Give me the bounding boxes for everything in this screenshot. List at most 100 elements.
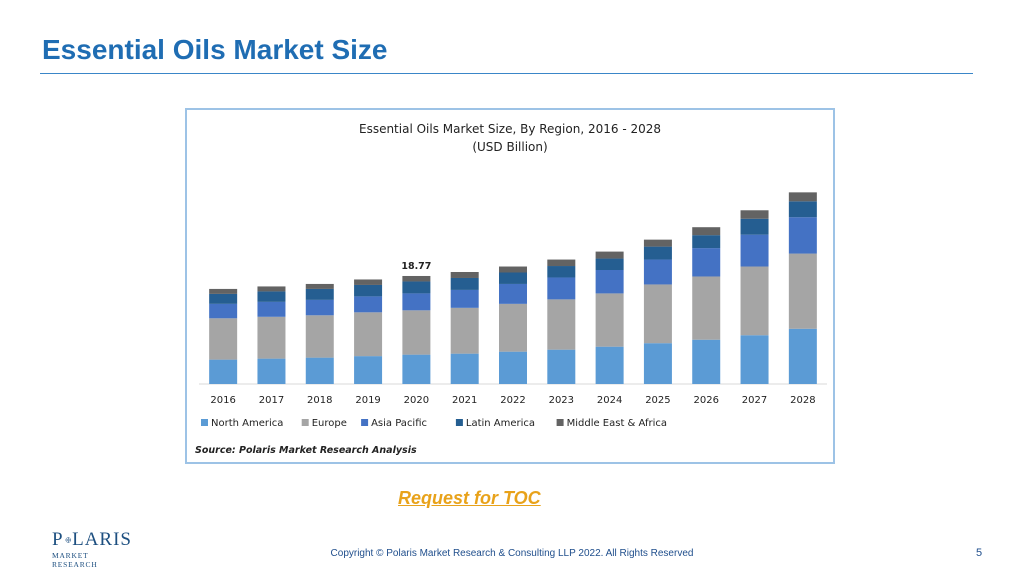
bar-segment-2025-north-america <box>643 343 672 384</box>
logo-letters-laris: LARIS <box>72 529 132 550</box>
bar-segment-2016-europe <box>209 318 238 360</box>
x-tick-label-2024: 2024 <box>597 395 622 406</box>
legend-label-europe: Europe <box>312 418 347 429</box>
bar-segment-2019-europe <box>354 312 383 357</box>
x-tick-label-2018: 2018 <box>307 395 332 406</box>
bar-segment-2022-asia-pacific <box>499 283 527 304</box>
x-tick-label-2027: 2027 <box>742 395 767 406</box>
bar-segment-2017-asia-pacific <box>257 301 286 317</box>
bar-segment-2028-europe <box>788 253 817 329</box>
bar-segment-2025-middle-east-africa <box>643 239 672 247</box>
bar-segment-2021-latin-america <box>450 277 479 290</box>
bar-segment-2016-north-america <box>209 359 238 384</box>
chart-frame: Essential Oils Market Size, By Region, 2… <box>185 108 835 464</box>
copyright-notice: Copyright © Polaris Market Research & Co… <box>330 548 694 559</box>
bar-segment-2016-asia-pacific <box>209 303 238 319</box>
x-tick-label-2023: 2023 <box>549 395 574 406</box>
legend-swatch-europe <box>301 419 309 426</box>
bar-segment-2022-north-america <box>499 351 527 384</box>
bar-segment-2021-asia-pacific <box>450 289 479 308</box>
bar-segment-2026-asia-pacific <box>692 248 721 277</box>
bar-segment-2019-middle-east-africa <box>354 279 383 285</box>
bar-segment-2021-europe <box>450 307 479 354</box>
bar-segment-2028-latin-america <box>788 201 817 218</box>
bar-segment-2026-middle-east-africa <box>692 227 721 236</box>
bar-segment-2025-europe <box>643 284 672 344</box>
bar-segment-2018-middle-east-africa <box>305 283 334 289</box>
bar-segment-2024-asia-pacific <box>595 270 624 294</box>
logo-letter-p: P <box>52 529 64 550</box>
bar-segment-2027-latin-america <box>740 218 769 235</box>
request-toc-link[interactable]: Request for TOC <box>398 488 541 508</box>
x-tick-label-2021: 2021 <box>452 395 477 406</box>
bar-segment-2022-middle-east-africa <box>499 266 527 273</box>
bar-segment-2025-asia-pacific <box>643 259 672 285</box>
x-tick-label-2020: 2020 <box>404 395 429 406</box>
bar-segment-2026-latin-america <box>692 235 721 249</box>
bar-segment-2023-europe <box>547 299 576 350</box>
legend-swatch-latin-america <box>455 419 463 426</box>
bar-segment-2028-asia-pacific <box>788 217 817 254</box>
stacked-bar-chart: 2016 2017 2018 2019 2020 18.77 2021 2022 2023 202… <box>199 192 827 429</box>
x-tick-label-2028: 2028 <box>790 395 815 406</box>
data-label-2020: 18.77 <box>401 261 431 272</box>
bar-segment-2020-asia-pacific <box>402 293 431 311</box>
x-tick-label-2017: 2017 <box>259 395 284 406</box>
bar-segment-2023-north-america <box>547 349 576 384</box>
bar-segment-2027-middle-east-africa <box>740 210 769 219</box>
legend-label-asia-pacific: Asia Pacific <box>371 418 427 429</box>
x-tick-label-2025: 2025 <box>645 395 670 406</box>
bar-segment-2026-north-america <box>692 339 721 384</box>
legend-label-middle-east-africa: Middle East & Africa <box>567 418 667 429</box>
x-tick-label-2016: 2016 <box>210 395 235 406</box>
bar-segment-2017-north-america <box>257 358 286 384</box>
bar-segment-2024-middle-east-africa <box>595 251 624 259</box>
bar-segment-2026-europe <box>692 276 721 340</box>
bar-segment-2019-asia-pacific <box>354 296 383 313</box>
bar-segment-2017-latin-america <box>257 291 286 302</box>
bar-segment-2027-europe <box>740 266 769 336</box>
page-number: 5 <box>976 547 983 559</box>
bar-segment-2020-middle-east-africa <box>402 275 431 282</box>
bar-segment-2024-europe <box>595 293 624 347</box>
bar-segment-2028-north-america <box>788 328 817 384</box>
bar-segment-2018-north-america <box>305 357 334 384</box>
bar-segment-2019-latin-america <box>354 284 383 297</box>
legend-swatch-north-america <box>201 419 208 426</box>
slide-title: Essential Oils Market Size <box>42 34 388 65</box>
chart-source: Source: Polaris Market Research Analysis <box>195 445 417 456</box>
bar-segment-2027-asia-pacific <box>740 234 769 267</box>
logo-wordmark: P LARIS <box>52 530 132 549</box>
bar-segment-2019-north-america <box>354 356 383 384</box>
bar-segment-2020-north-america <box>402 354 431 384</box>
x-tick-label-2019: 2019 <box>355 395 380 406</box>
bar-segment-2020-latin-america <box>402 281 431 294</box>
chart-subtitle: (USD Billion) <box>472 140 548 154</box>
compass-star-icon <box>64 536 71 543</box>
bar-segment-2027-north-america <box>740 335 769 384</box>
bar-segment-2028-middle-east-africa <box>788 192 817 202</box>
title-divider <box>40 73 973 74</box>
bar-segment-2016-latin-america <box>209 293 238 304</box>
bar-segment-2021-north-america <box>450 353 479 384</box>
x-tick-label-2022: 2022 <box>500 395 525 406</box>
bar-segment-2018-europe <box>305 315 334 358</box>
bar-segment-2025-latin-america <box>643 246 672 260</box>
logo-tagline: MARKET RESEARCH <box>52 551 98 569</box>
polaris-logo: P LARIS MARKET RESEARCH <box>52 530 132 569</box>
bar-segment-2021-middle-east-africa <box>450 272 479 278</box>
legend-label-north-america: North America <box>211 418 283 429</box>
bar-segment-2017-europe <box>257 316 286 359</box>
chart-title: Essential Oils Market Size, By Region, 2… <box>358 122 661 136</box>
x-tick-label-2026: 2026 <box>694 395 719 406</box>
bar-segment-2022-latin-america <box>499 272 527 284</box>
bar-segment-2024-latin-america <box>595 258 624 271</box>
bar-segment-2016-middle-east-africa <box>209 288 238 294</box>
bar-segment-2023-middle-east-africa <box>547 259 576 267</box>
bar-segment-2023-asia-pacific <box>547 277 576 300</box>
bar-segment-2017-middle-east-africa <box>257 286 286 292</box>
bar-segment-2020-europe <box>402 310 431 355</box>
bar-segment-2018-latin-america <box>305 288 334 300</box>
legend-swatch-middle-east-africa <box>556 419 564 426</box>
bar-segment-2023-latin-america <box>547 266 576 278</box>
